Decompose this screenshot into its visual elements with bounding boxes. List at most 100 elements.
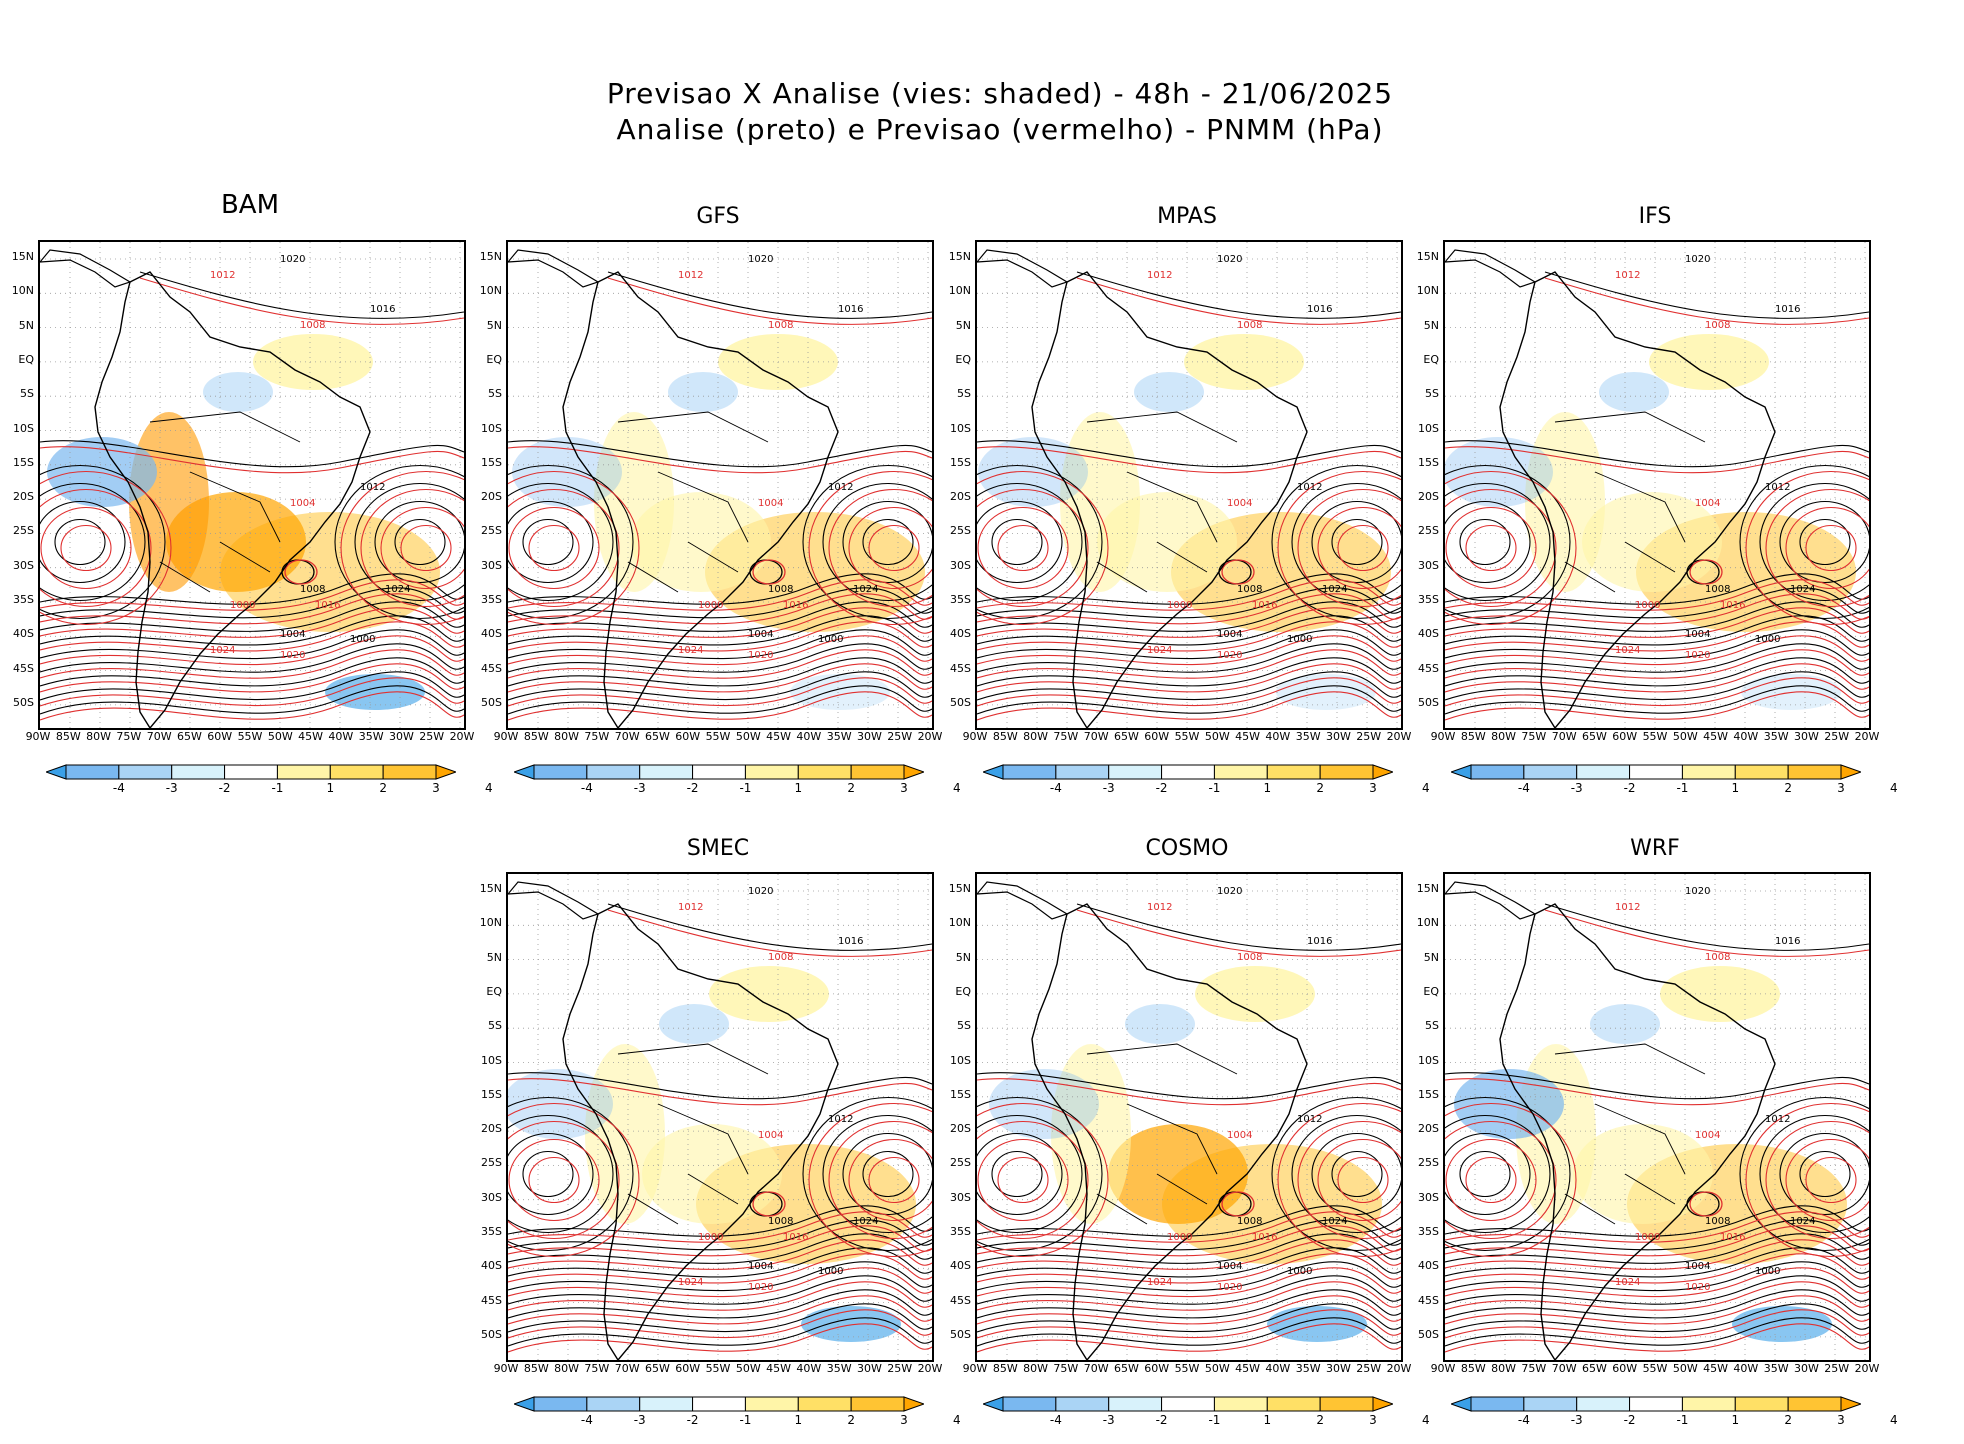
longitude-label: 50W: [1672, 730, 1698, 743]
analysis-isobar-label: 1016: [1307, 936, 1332, 947]
colorbar-tick: 1: [794, 781, 803, 795]
analysis-isobar: [802, 464, 932, 620]
colorbar-swatch: [1576, 764, 1631, 780]
analysis-isobar: [977, 615, 1401, 646]
colorbar-swatch: [1629, 1396, 1683, 1412]
colorbar-swatch: [744, 764, 799, 780]
latitude-label: 5S: [1425, 1019, 1439, 1033]
forecast-isobar: [508, 593, 932, 625]
analysis-isobar: [1331, 518, 1383, 566]
analysis-isobar: [508, 657, 932, 687]
colorbar-tick: 3: [900, 781, 908, 795]
forecast-isobar: [508, 1281, 932, 1311]
forecast-isobar-label: 1004: [1227, 498, 1252, 509]
analysis-isobar: [1445, 1275, 1869, 1305]
bias-shading: [1582, 492, 1722, 592]
analysis-isobar-label: 1000: [1755, 634, 1780, 645]
analysis-isobar: [1739, 464, 1869, 620]
colorbar-swatch: [1734, 764, 1789, 780]
analysis-isobar: [40, 573, 464, 605]
bias-shading: [1195, 966, 1315, 1022]
longitude-label: 35W: [826, 1362, 852, 1375]
latitude-label: 25S: [1418, 1156, 1439, 1170]
forecast-isobar: [977, 677, 1401, 707]
colorbar-tick: 1: [1731, 1413, 1740, 1427]
colorbar-tick: 2: [847, 1413, 855, 1427]
analysis-isobar: [1445, 1261, 1869, 1292]
latitude-label: 15S: [1418, 1087, 1439, 1101]
longitude-label: 90W: [962, 730, 988, 743]
country-border: [149, 411, 301, 443]
analysis-isobar-label: 1004: [748, 1261, 773, 1272]
analysis-isobar: [977, 685, 1401, 715]
analysis-isobar-label: 1004: [1685, 629, 1710, 640]
forecast-isobar: [508, 1225, 932, 1257]
latitude-label: 40S: [1418, 1259, 1439, 1273]
analysis-isobar: [40, 657, 464, 687]
analysis-isobar: [1445, 1096, 1571, 1252]
panel-title: SMEC: [686, 836, 750, 861]
analysis-isobar-label: 1016: [370, 304, 395, 315]
colorbar-swatch: [1002, 1396, 1057, 1412]
forecast-isobar: [380, 506, 464, 590]
analysis-isobar-label: 1008: [1705, 584, 1730, 595]
analysis-isobar-label: 1012: [1765, 1114, 1790, 1125]
analysis-isobar: [842, 500, 932, 584]
forecast-isobar: [1337, 524, 1389, 572]
forecast-isobar: [40, 488, 152, 608]
analysis-isobar: [522, 1150, 574, 1198]
forecast-isobar: [977, 607, 1401, 638]
colorbar-swatch: [1108, 764, 1163, 780]
colorbar-arrow-right: [1372, 1396, 1395, 1412]
forecast-isobar: [977, 649, 1401, 679]
analysis-isobar: [1544, 271, 1869, 319]
colorbar-swatch: [850, 764, 905, 780]
analysis-isobar: [1799, 518, 1851, 566]
colorbar-tick: 1: [794, 1413, 803, 1427]
analysis-isobar-label: 1000: [1755, 1266, 1780, 1277]
analysis-isobar: [374, 500, 464, 584]
longitude-label: 75W: [1053, 730, 1079, 743]
longitude-label: 85W: [1460, 1362, 1486, 1375]
forecast-isobar: [1297, 488, 1401, 608]
latitude-label: 10N: [1416, 284, 1439, 298]
analysis-isobar: [1759, 1114, 1869, 1234]
latitude-label: 10S: [481, 421, 502, 435]
analysis-isobar: [508, 1072, 932, 1100]
forecast-isobar-label: 1020: [1685, 1282, 1710, 1293]
forecast-isobar-label: 1016: [783, 1232, 808, 1243]
latitude-label: 5N: [1423, 318, 1439, 332]
analysis-isobar: [977, 601, 1401, 632]
latitude-label: EQ: [955, 984, 971, 998]
colorbar-arrow-left: [1449, 764, 1472, 780]
longitude-label: 75W: [584, 730, 610, 743]
analysis-isobar-label: 1004: [748, 629, 773, 640]
longitude-label: 80W: [86, 730, 111, 743]
colorbar-swatch: [65, 764, 120, 780]
bias-shading: [989, 1069, 1099, 1139]
forecast-isobar: [848, 506, 932, 590]
forecast-isobar: [340, 470, 464, 626]
longitude-label: 35W: [1295, 730, 1321, 743]
analysis-isobar-label: 1012: [360, 482, 385, 493]
forecast-isobar-label: 1004: [758, 498, 783, 509]
analysis-isobar: [508, 500, 594, 584]
analysis-isobar-label: 1024: [1322, 584, 1347, 595]
longitude-label: 20W: [917, 1362, 943, 1375]
map-canvas: 1020 1012 1016 1008 1012 1004 1008 1000 1004 1024…: [40, 242, 464, 728]
forecast-isobar-label: 1024: [210, 645, 235, 656]
forecast-isobar: [977, 1323, 1401, 1353]
analysis-isobar-label: 1020: [1217, 886, 1242, 897]
latitude-label: 10S: [950, 1053, 971, 1067]
forecast-isobar: [1445, 593, 1869, 625]
colorbar-swatch: [533, 1396, 588, 1412]
bias-shading: [1573, 1124, 1713, 1224]
latitude-label: 45S: [1418, 661, 1439, 675]
analysis-isobar: [394, 518, 446, 566]
colorbar-arrow-right: [903, 764, 926, 780]
longitude-label: 90W: [1430, 1362, 1456, 1375]
colorbar-tick: -2: [686, 1413, 699, 1427]
longitude-label: 35W: [1295, 1362, 1321, 1375]
colorbar-tick: 2: [847, 781, 855, 795]
map-frame: 1020 1012 1016 1008 1012 1004 1008 1000 1004 1024…: [506, 872, 934, 1362]
